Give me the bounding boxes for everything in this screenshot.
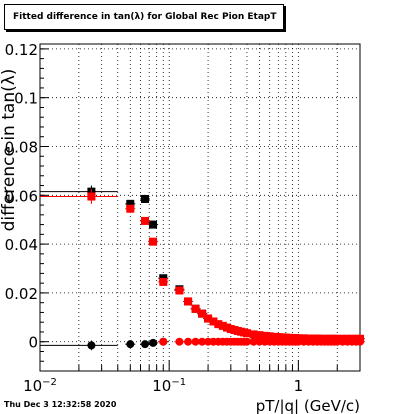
x-tick-label: 10−2 [23, 377, 57, 395]
y-tick-label: 0.08 [5, 138, 38, 156]
y-axis-label: difference in tan(λ) [0, 69, 19, 232]
y-tick-label: 0.02 [5, 285, 38, 303]
data-point-circle [175, 337, 184, 346]
data-point-circle [159, 337, 168, 346]
data-point-square [87, 192, 96, 201]
data-point-square [204, 314, 213, 323]
data-point-square [255, 331, 264, 340]
data-point-square [126, 204, 135, 213]
x-tick-label: 10−1 [152, 377, 186, 395]
plot-frame [39, 43, 361, 372]
grid-lines [39, 44, 361, 371]
data-layer [40, 185, 365, 351]
data-point-circle [141, 340, 150, 349]
data-point-square [184, 297, 193, 306]
y-tick-label: 0.06 [5, 187, 38, 205]
y-tick-label: 0 [28, 334, 38, 352]
chart-title: Fitted difference in tan(λ) for Global R… [4, 4, 284, 30]
data-point-square [249, 330, 258, 339]
data-point-square [191, 304, 200, 313]
y-tick-label: 0.04 [5, 236, 38, 254]
data-point-circle [191, 337, 200, 346]
data-point-square [214, 320, 223, 329]
x-tick-label: 1 [294, 377, 304, 395]
data-point-circle [149, 338, 158, 347]
data-point-square [149, 220, 158, 229]
data-point-circle [242, 337, 251, 346]
data-point-square [242, 329, 251, 338]
axes-layer: 0 0.02 0.04 0.06 0.08 0.1 0.12 10−2 10−1 1 [5, 41, 361, 395]
data-point-square [149, 237, 158, 246]
data-point-circle [356, 337, 364, 346]
data-point-circle [198, 337, 207, 346]
data-point-circle [184, 337, 193, 346]
y-tick-label: 0.12 [5, 41, 38, 59]
data-point-square [209, 317, 218, 326]
data-point-circle [126, 340, 135, 349]
y-tick-label: 0.1 [14, 90, 38, 108]
data-point-square [218, 321, 227, 330]
data-point-circle [249, 337, 258, 346]
data-point-square [198, 309, 207, 318]
data-point-square [175, 286, 184, 295]
x-axis-label: pT/|q| (GeV/c) [256, 397, 360, 414]
data-point-square [141, 216, 150, 225]
data-point-square [141, 194, 150, 203]
data-point-circle [87, 341, 96, 350]
timestamp: Thu Dec 3 12:32:58 2020 [4, 400, 117, 409]
data-point-square [126, 199, 135, 208]
data-point-square [159, 277, 168, 286]
